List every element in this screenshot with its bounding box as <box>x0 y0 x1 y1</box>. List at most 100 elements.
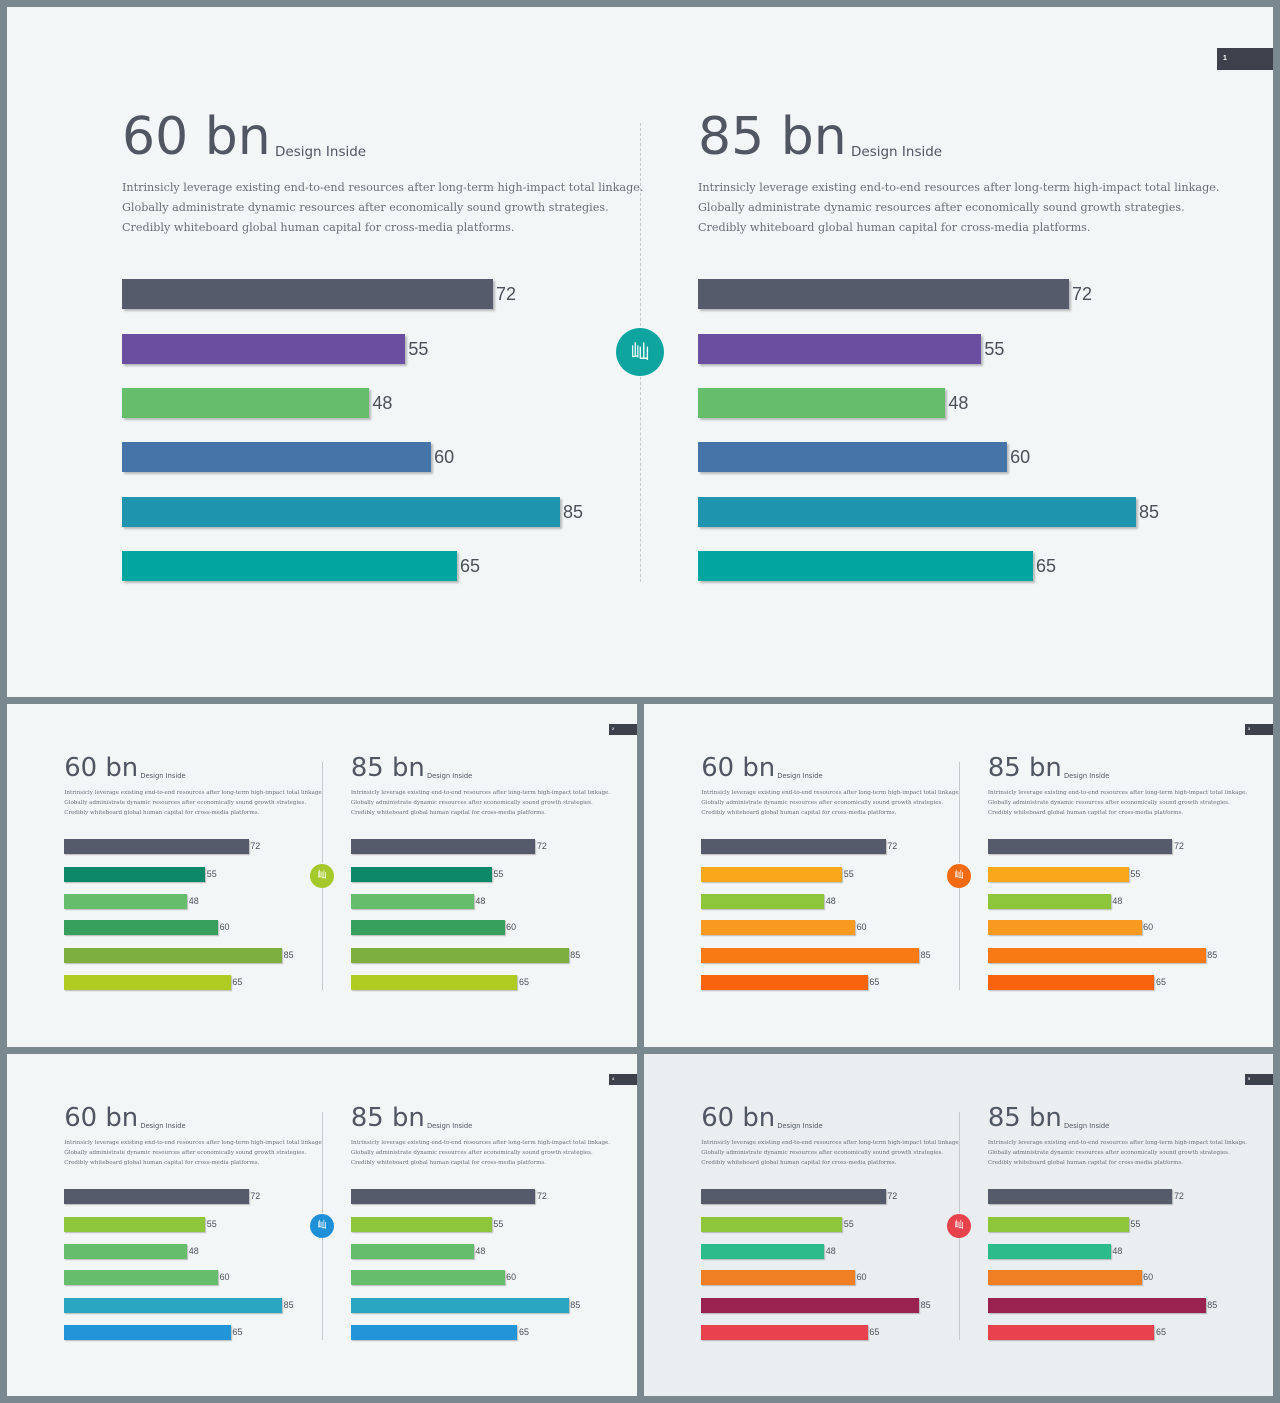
bar-6 <box>987 1324 1155 1340</box>
bar-2 <box>701 1216 843 1232</box>
bar-5 <box>122 497 560 527</box>
bar-value-label: 48 <box>825 895 836 906</box>
slide-5[interactable]: 5 60 bn Design Inside Intrinsicly leverage … <box>644 1054 1273 1396</box>
bar-3 <box>701 893 825 909</box>
bar-value-label: 85 <box>570 949 581 960</box>
bar-value-label: 72 <box>250 1191 261 1202</box>
bar-5 <box>350 1297 569 1313</box>
bar-value-label: 72 <box>887 1191 898 1202</box>
headline-value: 60 bn <box>64 1102 139 1133</box>
description-line: Credibly whiteboard global human capital… <box>64 809 260 816</box>
headline-value: 60 bn <box>701 752 776 783</box>
bar-value-label: 48 <box>372 393 393 413</box>
bar-value-label: 65 <box>232 976 243 987</box>
bar-value-label: 85 <box>563 502 584 522</box>
bar-value-label: 48 <box>948 393 969 413</box>
bar-5 <box>701 1297 920 1313</box>
column-divider <box>958 761 960 863</box>
description-text: Intrinsicly leverage existing end-to-end… <box>64 1139 323 1169</box>
column-divider <box>321 1111 323 1213</box>
bar-5 <box>987 947 1206 963</box>
description-line: Intrinsicly leverage existing end-to-end… <box>987 1140 1248 1147</box>
mountain-icon: 屾 <box>310 1213 334 1238</box>
bar-5 <box>64 947 283 963</box>
bar-value-label: 65 <box>1035 556 1056 576</box>
bar-3 <box>987 893 1111 909</box>
bar-5 <box>350 947 569 963</box>
bar-value-label: 60 <box>1010 447 1031 467</box>
slide-2[interactable]: 2 60 bn Design Inside Intrinsicly leverage … <box>7 704 637 1047</box>
column-divider <box>321 1238 323 1341</box>
bar-2 <box>64 866 206 882</box>
headline-value: 85 bn <box>350 1102 425 1133</box>
bar-value-label: 85 <box>570 1299 581 1310</box>
description-text: Intrinsicly leverage existing end-to-end… <box>64 789 323 819</box>
description-line: Intrinsicly leverage existing end-to-end… <box>698 181 1220 194</box>
description-text: Intrinsicly leverage existing end-to-end… <box>988 1139 1247 1169</box>
bar-3 <box>350 1243 474 1259</box>
bar-2 <box>698 334 982 364</box>
slide-3[interactable]: 3 60 bn Design Inside Intrinsicly leverage … <box>644 704 1273 1047</box>
bar-2 <box>64 1216 206 1232</box>
bar-5 <box>987 1297 1206 1313</box>
column-divider <box>321 761 323 863</box>
headline-subtitle: Design Inside <box>1063 772 1110 781</box>
slide-4[interactable]: 4 60 bn Design Inside Intrinsicly leverage … <box>7 1054 637 1396</box>
headline-subtitle: Design Inside <box>426 772 473 781</box>
description-text: Intrinsicly leverage existing end-to-end… <box>698 178 1219 238</box>
description-line: Intrinsicly leverage existing end-to-end… <box>64 1140 324 1147</box>
bar-4 <box>350 920 505 936</box>
bar-4 <box>987 920 1142 936</box>
description-line: Intrinsicly leverage existing end-to-end… <box>350 790 611 797</box>
page-number: 3 <box>1245 724 1273 736</box>
bar-value-label: 48 <box>1112 1245 1123 1256</box>
bar-value-label: 55 <box>493 1218 504 1229</box>
bar-value-label: 60 <box>856 922 867 933</box>
bar-1 <box>350 839 536 855</box>
description-line: Globally administrate dynamic resources … <box>350 800 593 807</box>
description-line: Intrinsicly leverage existing end-to-end… <box>987 790 1248 797</box>
bar-value-label: 65 <box>519 1326 529 1337</box>
bar-value-label: 85 <box>920 949 931 960</box>
bar-2 <box>987 866 1129 882</box>
bar-value-label: 72 <box>1173 841 1184 852</box>
bar-value-label: 85 <box>920 1299 931 1310</box>
mountain-icon: 屾 <box>310 863 334 888</box>
headline-value: 60 bn <box>64 752 139 783</box>
bar-6 <box>122 551 457 581</box>
bar-6 <box>64 974 231 990</box>
description-text: Intrinsicly leverage existing end-to-end… <box>351 789 610 819</box>
bar-4 <box>64 1270 219 1286</box>
bar-1 <box>698 279 1069 309</box>
bar-6 <box>64 1324 231 1340</box>
page-number: 2 <box>609 724 637 736</box>
bar-value-label: 85 <box>1139 502 1160 522</box>
bar-1 <box>987 1189 1173 1205</box>
bar-3 <box>122 388 370 418</box>
bar-value-label: 48 <box>188 1245 199 1256</box>
bar-value-label: 55 <box>493 868 504 879</box>
bar-value-label: 48 <box>1112 895 1123 906</box>
bar-value-label: 72 <box>536 1191 547 1202</box>
bar-value-label: 85 <box>283 1299 294 1310</box>
bar-1 <box>987 839 1173 855</box>
headline-value: 60 bn <box>122 107 271 167</box>
bar-value-label: 60 <box>856 1272 867 1283</box>
headline-value: 85 bn <box>698 107 847 167</box>
bar-value-label: 55 <box>843 1218 854 1229</box>
headline-subtitle: Design Inside <box>1063 1122 1110 1131</box>
bar-value-label: 65 <box>519 976 529 987</box>
bar-4 <box>64 920 219 936</box>
mountain-icon: 屾 <box>616 328 664 376</box>
description-line: Intrinsicly leverage existing end-to-end… <box>701 790 961 797</box>
description-line: Intrinsicly leverage existing end-to-end… <box>122 181 644 194</box>
bar-value-label: 65 <box>459 556 480 576</box>
bar-value-label: 60 <box>506 922 517 933</box>
description-line: Credibly whiteboard global human capital… <box>350 1159 546 1166</box>
bar-1 <box>64 839 249 855</box>
slide-1[interactable]: 1 60 bn Design Inside Intrinsicly leverage … <box>7 7 1273 697</box>
description-text: Intrinsicly leverage existing end-to-end… <box>988 789 1247 819</box>
bar-5 <box>701 947 920 963</box>
bar-value-label: 55 <box>408 339 429 359</box>
bar-value-label: 72 <box>496 284 517 304</box>
